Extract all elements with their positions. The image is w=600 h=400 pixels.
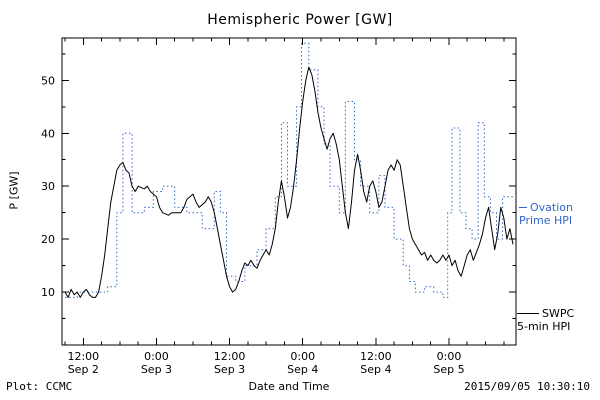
x-tick-date-label: Sep 4 bbox=[360, 363, 391, 376]
ovation-series-line bbox=[65, 42, 516, 298]
x-tick-time-label: 0:00 bbox=[144, 350, 169, 363]
y-tick-label: 10 bbox=[41, 286, 55, 299]
chart-title: Hemispheric Power [GW] bbox=[207, 12, 393, 28]
legend-swpc-line1: SWPC bbox=[517, 307, 574, 320]
swpc-series-line bbox=[64, 66, 514, 298]
x-tick-time-label: 0:00 bbox=[290, 350, 315, 363]
x-tick-time-label: 12:00 bbox=[214, 350, 246, 363]
legend-swpc: SWPC 5-min HPI bbox=[517, 307, 574, 333]
x-tick-time-label: 12:00 bbox=[360, 350, 392, 363]
ovation-line-marker-icon bbox=[519, 207, 527, 208]
x-tick-date-label: Sep 3 bbox=[214, 363, 245, 376]
x-tick-time-label: 0:00 bbox=[437, 350, 462, 363]
legend-ovation-line1: Ovation bbox=[519, 201, 573, 214]
x-axis-label: Date and Time bbox=[248, 380, 330, 393]
x-tick-date-label: Sep 5 bbox=[433, 363, 464, 376]
y-tick-label: 40 bbox=[41, 127, 55, 140]
legend-ovation: Ovation Prime HPI bbox=[519, 201, 573, 227]
plot-frame bbox=[61, 37, 517, 346]
plot-timestamp: 2015/09/05 10:30:10 bbox=[464, 380, 590, 393]
legend-ovation-line2: Prime HPI bbox=[519, 214, 573, 227]
legend-swpc-line2: 5-min HPI bbox=[517, 320, 571, 333]
x-tick-date-label: Sep 4 bbox=[287, 363, 318, 376]
plot-source-label: Plot: CCMC bbox=[6, 380, 73, 393]
x-tick-date-label: Sep 3 bbox=[141, 363, 172, 376]
y-tick-label: 20 bbox=[41, 233, 55, 246]
swpc-line-marker-icon bbox=[517, 313, 539, 314]
x-tick-date-label: Sep 2 bbox=[68, 363, 99, 376]
y-tick-label: 50 bbox=[41, 74, 55, 87]
x-tick-time-label: 12:00 bbox=[67, 350, 99, 363]
y-tick-label: 30 bbox=[41, 180, 55, 193]
